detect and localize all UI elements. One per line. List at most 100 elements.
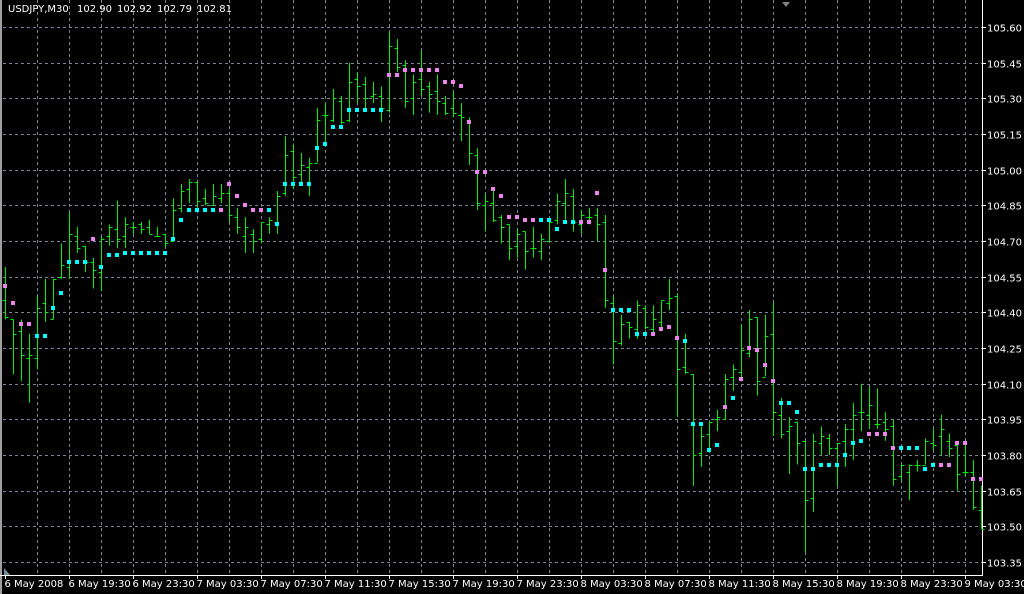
ohlc-bar bbox=[722, 374, 729, 420]
indicator-dot bbox=[475, 170, 479, 174]
indicator-dot bbox=[899, 446, 903, 450]
ohlc-bar bbox=[42, 279, 49, 322]
ohlc-bar bbox=[730, 364, 737, 391]
indicator-dot bbox=[155, 251, 159, 255]
ohlc-bar bbox=[786, 416, 793, 475]
indicator-dot bbox=[235, 194, 239, 198]
chart-header: USDJPY,M30 102.90 102.92 102.79 102.81 bbox=[8, 4, 237, 15]
indicator-dot bbox=[363, 108, 367, 112]
ohlc-bar bbox=[530, 226, 537, 258]
indicator-dot bbox=[75, 260, 79, 264]
indicator-dot bbox=[395, 73, 399, 77]
ohlc-bar bbox=[826, 433, 833, 455]
ohlc-bar bbox=[226, 188, 233, 222]
ohlc-bar bbox=[898, 464, 905, 482]
indicator-dot bbox=[683, 339, 687, 343]
ohlc-bar bbox=[66, 212, 73, 280]
ohlc-bar bbox=[290, 143, 297, 189]
indicator-dot bbox=[19, 322, 23, 326]
ohlc-bar bbox=[858, 383, 865, 432]
ohlc-bar bbox=[98, 236, 105, 291]
indicator-dot bbox=[803, 467, 807, 471]
price-label: 105.15 bbox=[987, 131, 1022, 142]
ohlc-bar bbox=[10, 319, 17, 375]
ohlc-bar bbox=[522, 231, 529, 270]
indicator-dot bbox=[811, 467, 815, 471]
indicator-dot bbox=[563, 220, 567, 224]
ohlc-bar bbox=[450, 91, 457, 118]
indicator-dot bbox=[107, 253, 111, 257]
indicator-dot bbox=[211, 208, 215, 212]
indicator-dot bbox=[435, 68, 439, 72]
indicator-dot bbox=[203, 208, 207, 212]
indicator-dot bbox=[555, 227, 559, 231]
indicator-dot bbox=[675, 336, 679, 340]
indicator-dot bbox=[251, 208, 255, 212]
indicator-dot bbox=[123, 251, 127, 255]
ohlc-bar bbox=[970, 459, 977, 510]
indicator-dot bbox=[139, 251, 143, 255]
time-label: 6 May 2008 bbox=[5, 579, 64, 590]
indicator-dot bbox=[259, 208, 263, 212]
indicator-dot bbox=[43, 334, 47, 338]
ohlc-bar bbox=[482, 193, 489, 232]
ohlc-bar bbox=[18, 319, 25, 382]
ohlc-bar bbox=[938, 414, 945, 455]
indicator-dot bbox=[3, 284, 7, 288]
price-label: 104.55 bbox=[987, 274, 1022, 285]
ohlc-bar bbox=[130, 221, 137, 234]
indicator-dot bbox=[67, 260, 71, 264]
ohlc-bar bbox=[554, 193, 561, 225]
time-label: 8 May 07:30 bbox=[645, 579, 707, 590]
indicator-dot bbox=[443, 80, 447, 84]
indicator-dot bbox=[771, 379, 775, 383]
ohlc-bar bbox=[794, 421, 801, 465]
ohlc-bar bbox=[314, 107, 321, 164]
low-value: 102.79 bbox=[156, 4, 192, 15]
price-label: 104.40 bbox=[987, 309, 1022, 320]
ohlc-bar bbox=[738, 324, 745, 382]
indicator-dot bbox=[667, 325, 671, 329]
ohlc-bar bbox=[146, 219, 153, 235]
ohlc-bar bbox=[506, 224, 513, 261]
indicator-dot bbox=[923, 467, 927, 471]
ohlc-bar bbox=[346, 62, 353, 123]
close-value: 102.81 bbox=[196, 4, 232, 15]
symbol-label: USDJPY,M30 bbox=[8, 4, 69, 15]
price-label: 103.80 bbox=[987, 452, 1022, 463]
indicator-dot bbox=[747, 346, 751, 350]
ohlc-bar bbox=[954, 443, 961, 491]
ohlc-bar bbox=[474, 148, 481, 211]
time-label: 7 May 23:30 bbox=[517, 579, 579, 590]
ohlc-bar bbox=[978, 485, 985, 530]
ohlc-bar bbox=[458, 103, 465, 142]
corner-marker-icon bbox=[4, 568, 10, 575]
indicator-dot bbox=[427, 68, 431, 72]
ohlc-bar bbox=[122, 217, 129, 249]
ohlc-bar bbox=[170, 198, 177, 242]
ohlc-bar bbox=[594, 207, 601, 241]
time-label: 8 May 15:30 bbox=[773, 579, 835, 590]
ohlc-bar bbox=[626, 321, 633, 339]
open-value: 102.90 bbox=[76, 4, 112, 15]
indicator-dot bbox=[603, 268, 607, 272]
ohlc-bar bbox=[642, 305, 649, 329]
ohlc-bar bbox=[370, 81, 377, 104]
ohlc-bar bbox=[106, 224, 113, 246]
ohlc-bar bbox=[874, 388, 881, 429]
time-label: 9 May 03:30 bbox=[965, 579, 1024, 590]
time-label: 8 May 23:30 bbox=[901, 579, 963, 590]
indicator-dot bbox=[939, 463, 943, 467]
ohlc-bar bbox=[906, 464, 913, 501]
indicator-dot bbox=[659, 327, 663, 331]
indicator-dot bbox=[859, 439, 863, 443]
indicator-dot bbox=[315, 146, 319, 150]
ohlc-bar bbox=[706, 421, 713, 451]
ohlc-bar bbox=[114, 200, 121, 249]
indicator-dot bbox=[491, 187, 495, 191]
ohlc-bar bbox=[674, 293, 681, 417]
ohlc-bar bbox=[362, 76, 369, 108]
ohlc-bar bbox=[770, 302, 777, 436]
indicator-dot bbox=[875, 432, 879, 436]
